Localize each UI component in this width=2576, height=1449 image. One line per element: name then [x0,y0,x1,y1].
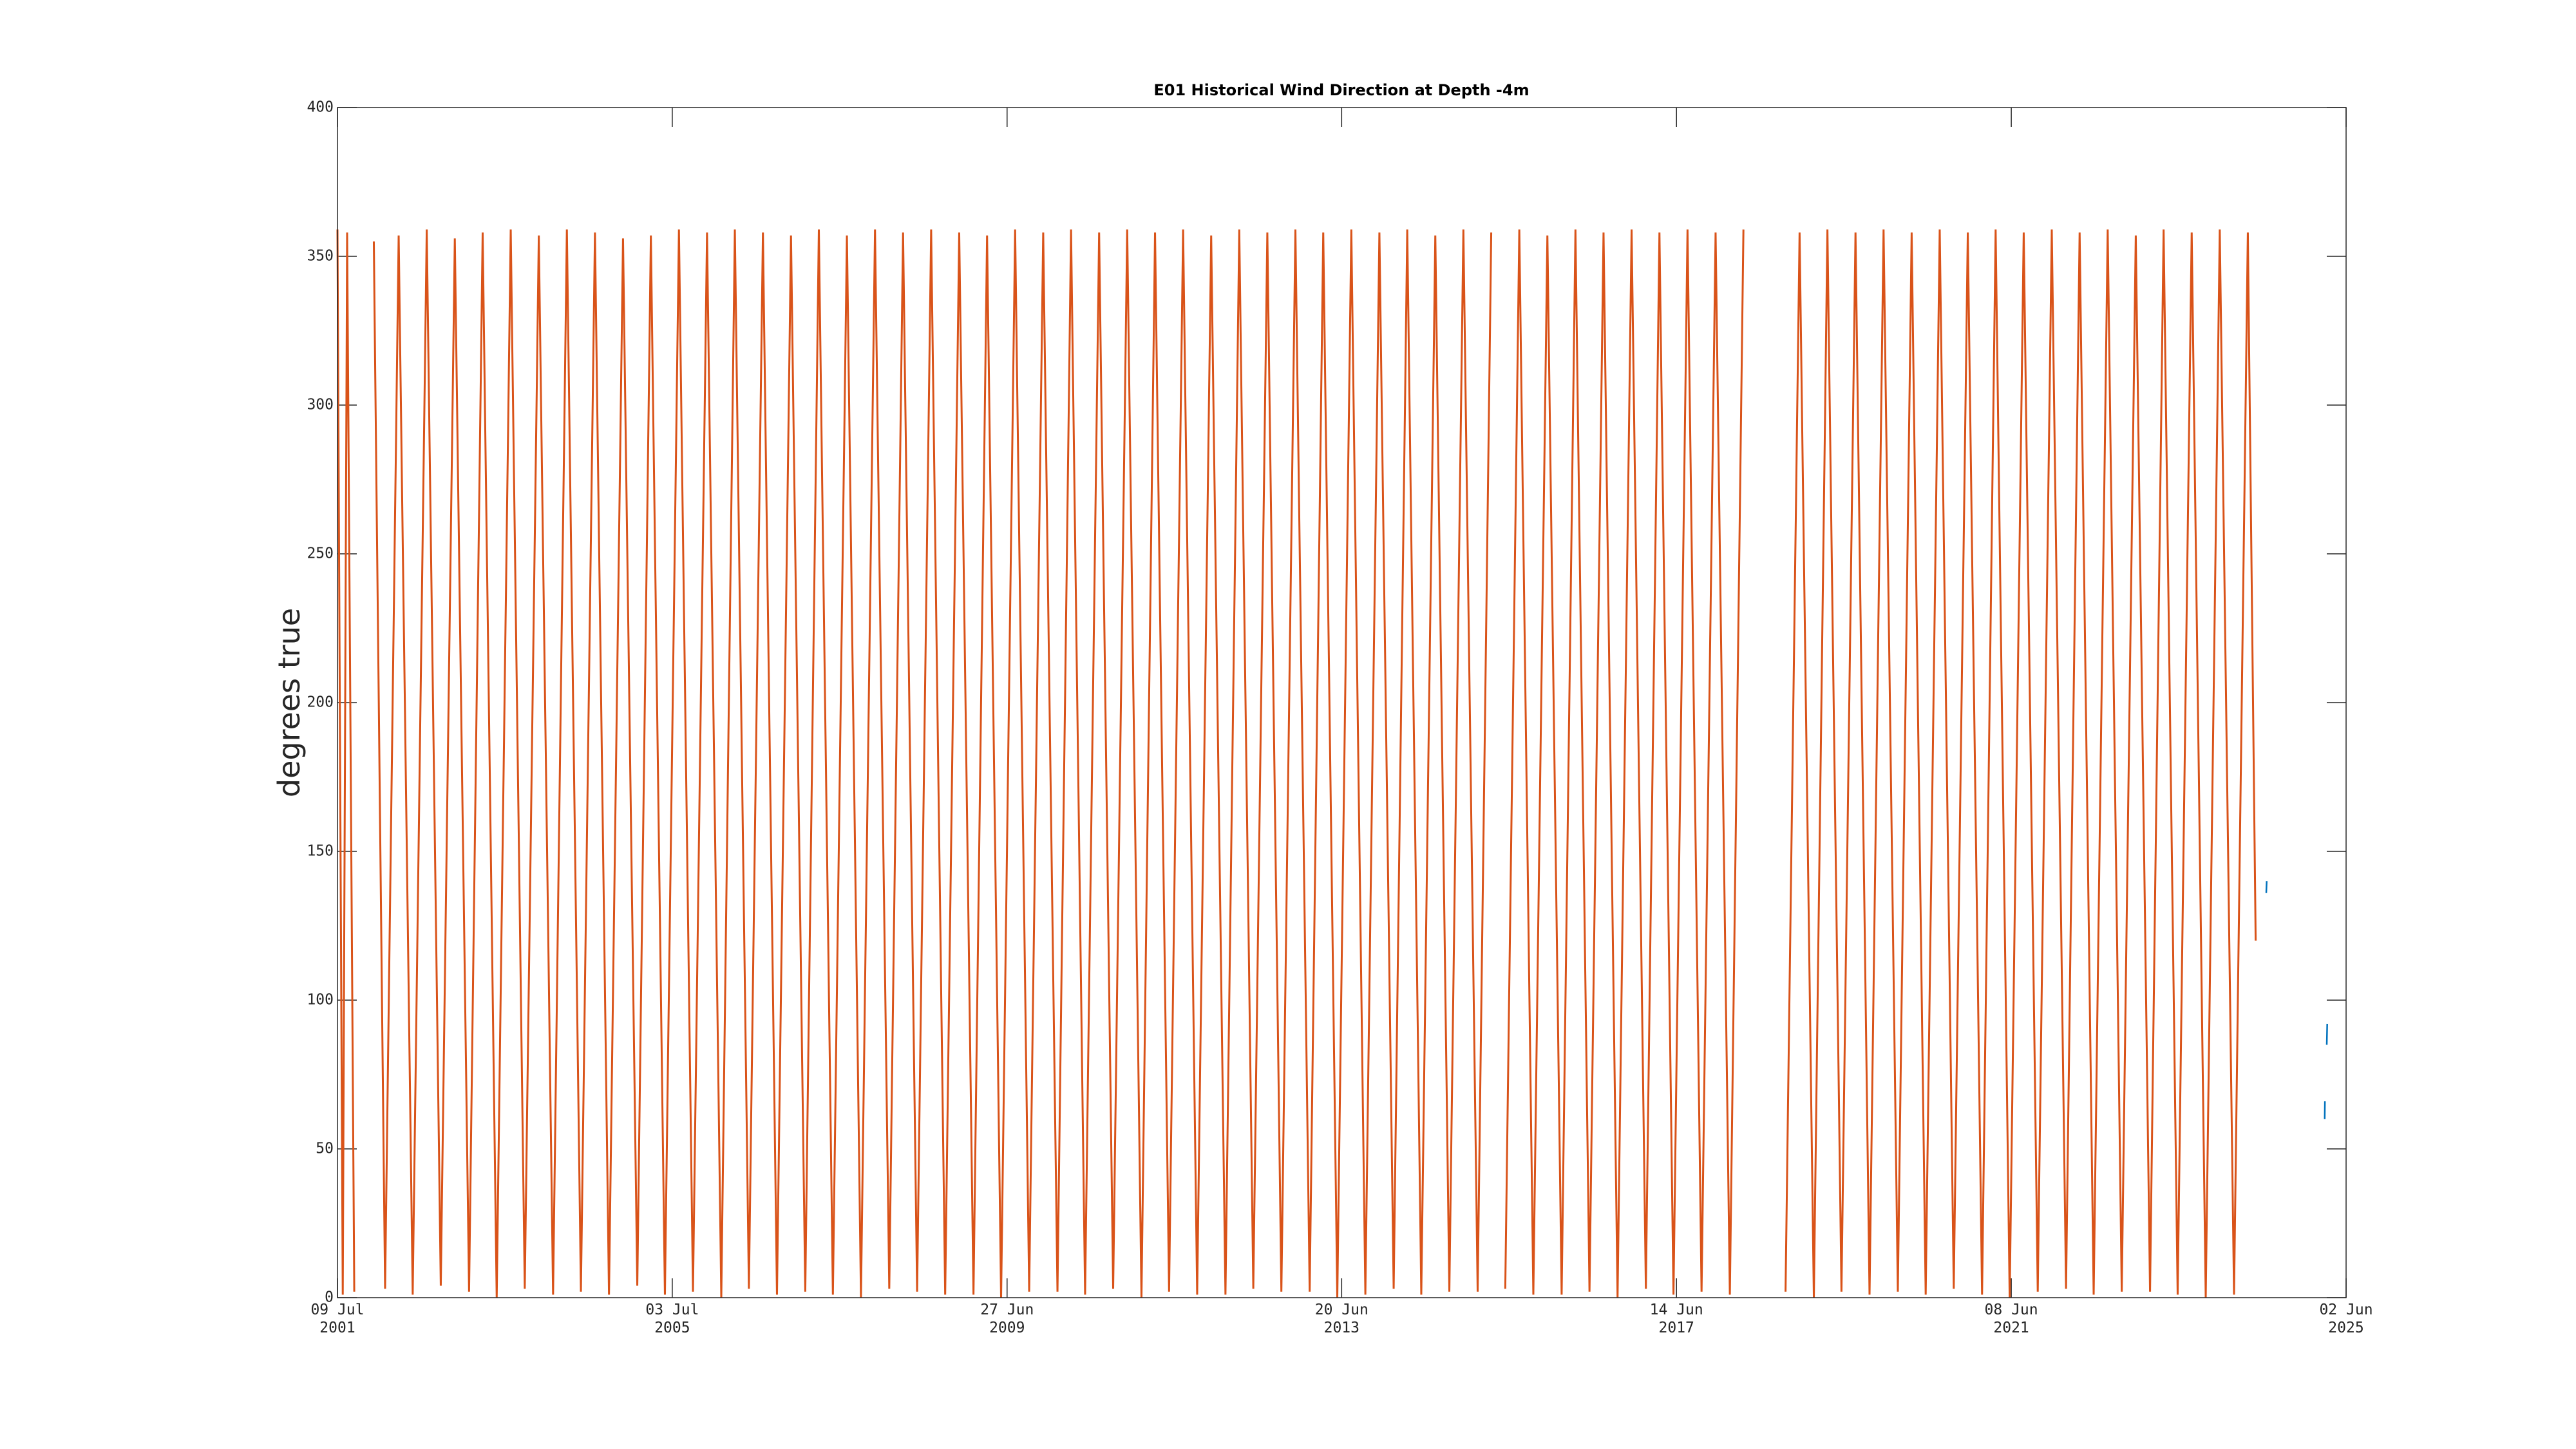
x-tick-label: 27 Jun 2009 [980,1302,1034,1336]
x-tick-label: 02 Jun 2025 [2319,1302,2373,1336]
chart-title: E01 Historical Wind Direction at Depth -… [1153,81,1529,99]
y-tick-label: 150 [307,843,334,860]
y-tick-label: 0 [325,1289,334,1306]
x-tick-label: 14 Jun 2017 [1649,1302,1703,1336]
x-tick-label: 03 Jul 2005 [645,1302,699,1336]
y-axis-label: degrees true [272,608,307,797]
y-tick-label: 200 [307,694,334,711]
plot-border [337,107,2347,1298]
data-line [2265,881,2328,1119]
y-tick-label: 250 [307,545,334,562]
y-tick-label: 100 [307,992,334,1009]
y-tick-label: 400 [307,99,334,116]
x-tick-label: 20 Jun 2013 [1314,1302,1368,1336]
x-tick-label: 09 Jul 2001 [310,1302,365,1336]
x-tick-label: 08 Jun 2021 [1984,1302,2038,1336]
y-tick-label: 300 [307,397,334,413]
y-tick-label: 50 [316,1141,334,1157]
data-line [336,229,2257,1298]
y-tick-label: 350 [307,248,334,265]
